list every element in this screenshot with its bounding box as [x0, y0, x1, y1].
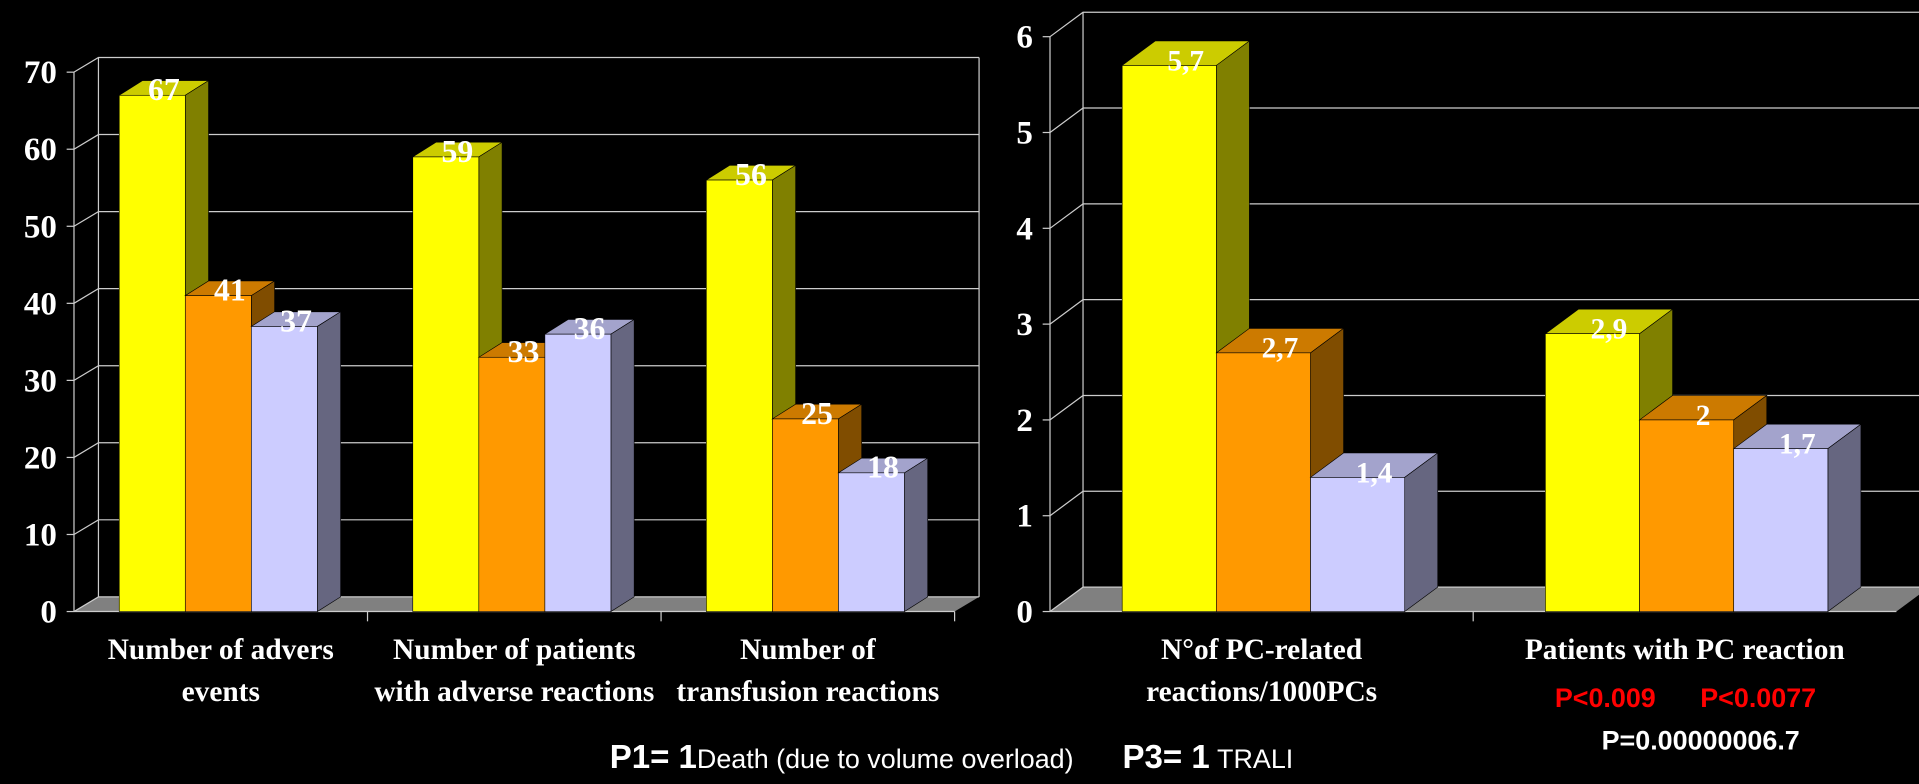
bar	[772, 418, 839, 612]
bar	[544, 333, 612, 612]
y-tick-label: 30	[24, 363, 57, 399]
grid-line	[1049, 299, 1919, 325]
bar	[1216, 352, 1311, 612]
bar	[1545, 333, 1640, 612]
value-label: 36	[574, 311, 606, 346]
grid-line	[73, 133, 980, 150]
y-tick-label: 10	[24, 517, 57, 553]
y-tick-label: 60	[24, 132, 57, 168]
y-tick-label: 1	[1016, 499, 1033, 535]
y-tick-label: 4	[1016, 211, 1033, 247]
x-tick-label: Patients with PC reaction	[1524, 634, 1845, 667]
x-tick-label: Number of advers events	[107, 634, 334, 709]
y-tick-label: 40	[24, 286, 57, 322]
value-label: 67	[148, 72, 180, 107]
value-label: 33	[508, 334, 540, 369]
y-tick-label: 6	[1016, 20, 1033, 56]
value-label: 18	[867, 450, 899, 485]
bar	[118, 94, 186, 612]
x-tick-label: Number of transfusion reactions	[676, 634, 940, 709]
value-label: 59	[442, 134, 474, 169]
x-tick-label-box: N°of PC-related reactions/1000PCs	[1146, 634, 1378, 709]
grid-line	[73, 519, 980, 536]
y-tick-label: 0	[40, 595, 57, 631]
x-tick-label: Number of patients with adverse reaction…	[374, 634, 655, 709]
grid-line	[73, 442, 980, 458]
x-tick-label-box: Number of advers events	[107, 634, 334, 709]
footer-label: P3= 1	[1123, 738, 1210, 775]
bar	[1733, 448, 1829, 612]
footer: P1= 1Death (due to volume overload) P3= 1…	[610, 738, 1294, 775]
grid-line	[1049, 11, 1919, 38]
y-tick-label: 3	[1016, 307, 1033, 343]
value-label: 25	[801, 396, 833, 431]
grid-line	[73, 365, 980, 381]
grid-line	[1049, 203, 1919, 229]
value-label: 5,7	[1167, 45, 1204, 77]
footer-text: TRALI	[1217, 744, 1293, 774]
value-label: 37	[280, 303, 312, 338]
y-tick-label: 2	[1016, 403, 1033, 439]
annotation: P<0.0077	[1700, 683, 1816, 713]
y-tick-label: 70	[24, 55, 57, 91]
value-label: 56	[735, 157, 767, 192]
bar-side	[317, 311, 341, 613]
y-tick-label: 50	[24, 209, 57, 245]
bar	[184, 295, 252, 612]
x-tick-label-box: Patients with PC reaction	[1524, 634, 1845, 667]
grid-line	[1049, 107, 1919, 133]
bar	[1121, 65, 1217, 612]
value-label: 2	[1696, 400, 1711, 432]
y-tick-label: 5	[1016, 116, 1033, 152]
footer-label: P1= 1	[610, 738, 697, 775]
value-label: 1,7	[1779, 429, 1816, 461]
footer-text: Death (due to volume overload)	[697, 744, 1074, 774]
x-tick-label-box: Number of patients with adverse reaction…	[374, 634, 655, 709]
bar-side	[904, 457, 929, 613]
y-tick-label: 20	[24, 440, 57, 476]
value-label: 41	[214, 273, 246, 308]
annotation: P<0.009	[1555, 683, 1656, 713]
bar-side	[1827, 423, 1862, 613]
y-tick-label: 0	[1016, 595, 1033, 631]
bar	[706, 179, 773, 612]
value-label: 2,7	[1262, 333, 1299, 365]
bar-side	[610, 318, 635, 613]
grid-line	[73, 56, 980, 73]
bar-side	[1404, 452, 1439, 613]
bar	[1639, 419, 1735, 612]
bar	[1310, 477, 1406, 612]
bar	[838, 472, 905, 612]
grid-line	[73, 596, 980, 613]
x-tick-label-box: Number of transfusion reactions	[676, 634, 940, 709]
bar	[478, 356, 546, 612]
value-label: 1,4	[1356, 457, 1393, 489]
x-tick-label: N°of PC-related reactions/1000PCs	[1146, 634, 1378, 709]
bar	[412, 156, 480, 612]
grid-line	[73, 288, 980, 304]
value-label: 2,9	[1591, 314, 1628, 346]
annotation: P=0.00000006.7	[1602, 726, 1800, 756]
bar	[251, 326, 318, 612]
grid-line	[73, 210, 980, 227]
